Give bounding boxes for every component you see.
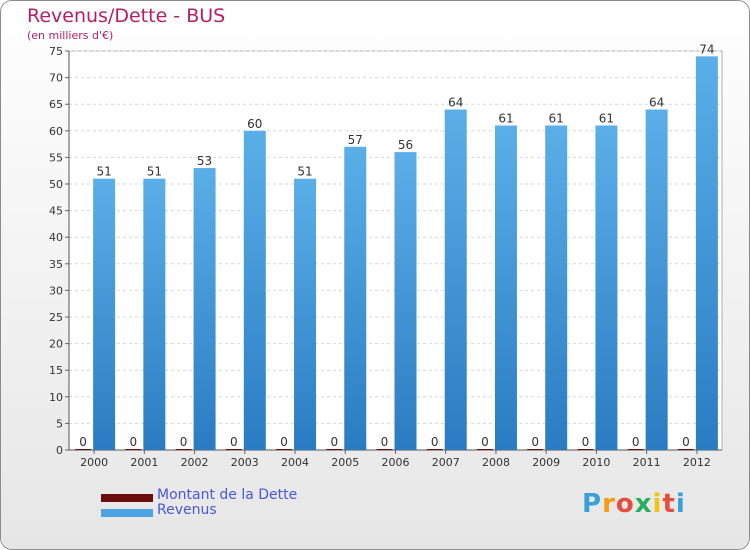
y-tick-label-35: 35	[49, 258, 63, 271]
logo-letter-i2: i	[675, 489, 686, 519]
x-tick-label-2010: 2010	[582, 456, 610, 469]
data-label-revenus-2010: 61	[599, 111, 614, 125]
legend-swatch-revenus	[101, 509, 153, 517]
y-tick-label-75: 75	[49, 45, 63, 58]
logo-letter-r: r	[602, 489, 616, 519]
y-tick-label-70: 70	[49, 72, 63, 85]
data-label-revenus-2005: 57	[348, 133, 363, 147]
bar-revenus-2002	[193, 168, 216, 451]
y-tick-label-55: 55	[49, 151, 63, 164]
bar-dette-2000	[75, 449, 92, 450]
x-tick-label-2002: 2002	[181, 456, 209, 469]
bar-dette-2011	[627, 449, 644, 450]
bar-dette-2004	[276, 449, 293, 450]
logo-letter-t: t	[662, 489, 676, 519]
x-tick-label-2000: 2000	[80, 456, 108, 469]
x-tick-label-2011: 2011	[633, 456, 661, 469]
y-tick-label-20: 20	[49, 338, 63, 351]
y-tick-label-30: 30	[49, 284, 63, 297]
chart-subtitle: (en milliers d'€)	[27, 29, 114, 42]
data-label-revenus-2000: 51	[96, 165, 111, 179]
data-label-revenus-2012: 74	[699, 42, 714, 56]
bar-revenus-2011	[645, 109, 668, 451]
bar-revenus-2001	[143, 178, 166, 450]
data-label-dette-2001: 0	[130, 435, 138, 449]
data-label-revenus-2002: 53	[197, 154, 212, 168]
data-label-revenus-2007: 64	[448, 96, 463, 110]
data-label-dette-2000: 0	[79, 435, 87, 449]
y-tick-label-25: 25	[49, 311, 63, 324]
data-label-revenus-2001: 51	[147, 165, 162, 179]
data-label-dette-2006: 0	[381, 435, 389, 449]
y-tick-label-50: 50	[49, 178, 63, 191]
data-label-dette-2003: 0	[230, 435, 238, 449]
x-tick-label-2007: 2007	[432, 456, 460, 469]
data-label-dette-2004: 0	[280, 435, 288, 449]
logo-letter-o: o	[615, 489, 635, 519]
data-label-dette-2008: 0	[481, 435, 489, 449]
bar-dette-2006	[376, 449, 393, 450]
bar-revenus-2004	[294, 178, 317, 450]
data-label-revenus-2011: 64	[649, 96, 664, 110]
bar-revenus-2006	[394, 152, 417, 450]
logo-letter-p: P	[582, 489, 603, 519]
data-label-dette-2009: 0	[531, 435, 539, 449]
bar-dette-2003	[225, 449, 242, 450]
y-tick-label-45: 45	[49, 205, 63, 218]
x-tick-label-2012: 2012	[683, 456, 711, 469]
logo-letter-x: x	[634, 489, 653, 519]
bar-dette-2007	[426, 449, 443, 450]
y-tick-label-0: 0	[56, 444, 63, 457]
y-tick-label-65: 65	[49, 98, 63, 111]
bar-dette-2005	[326, 449, 343, 450]
data-label-revenus-2008: 61	[498, 111, 513, 125]
y-tick-label-15: 15	[49, 364, 63, 377]
legend-label-dette: Montant de la Dette	[157, 487, 298, 503]
logo-letter-i: i	[652, 489, 663, 519]
x-tick-label-2003: 2003	[231, 456, 259, 469]
x-tick-label-2008: 2008	[482, 456, 510, 469]
bar-revenus-2012	[695, 56, 718, 450]
bar-dette-2002	[175, 449, 192, 450]
data-label-revenus-2009: 61	[549, 111, 564, 125]
bar-revenus-2005	[344, 146, 367, 450]
chart-title: Revenus/Dette - BUS	[27, 5, 226, 27]
x-tick-label-2005: 2005	[331, 456, 359, 469]
bar-dette-2012	[677, 449, 694, 450]
data-label-revenus-2004: 51	[297, 165, 312, 179]
proxiti-logo: Proxiti	[582, 489, 686, 519]
bar-dette-2009	[527, 449, 544, 450]
y-tick-label-40: 40	[49, 231, 63, 244]
legend-swatch-dette	[101, 494, 153, 502]
data-label-dette-2002: 0	[180, 435, 188, 449]
bar-dette-2001	[125, 449, 142, 450]
bar-revenus-2000	[93, 178, 116, 450]
x-tick-label-2009: 2009	[532, 456, 560, 469]
bar-revenus-2010	[595, 125, 618, 450]
bar-dette-2010	[577, 449, 594, 450]
bar-revenus-2007	[444, 109, 467, 451]
data-label-dette-2005: 0	[330, 435, 338, 449]
x-tick-label-2004: 2004	[281, 456, 309, 469]
data-label-dette-2010: 0	[582, 435, 590, 449]
bar-dette-2008	[476, 449, 493, 450]
y-tick-label-5: 5	[56, 417, 63, 430]
x-tick-label-2001: 2001	[130, 456, 158, 469]
bar-revenus-2003	[243, 130, 266, 451]
y-tick-label-10: 10	[49, 391, 63, 404]
data-label-revenus-2003: 60	[247, 117, 262, 131]
data-label-dette-2011: 0	[632, 435, 640, 449]
bar-revenus-2008	[494, 125, 517, 450]
data-label-revenus-2006: 56	[398, 138, 413, 152]
bar-revenus-2009	[545, 125, 568, 450]
data-label-dette-2007: 0	[431, 435, 439, 449]
data-label-dette-2012: 0	[682, 435, 690, 449]
y-tick-label-60: 60	[49, 125, 63, 138]
x-tick-label-2006: 2006	[382, 456, 410, 469]
legend-label-revenus: Revenus	[157, 502, 217, 518]
